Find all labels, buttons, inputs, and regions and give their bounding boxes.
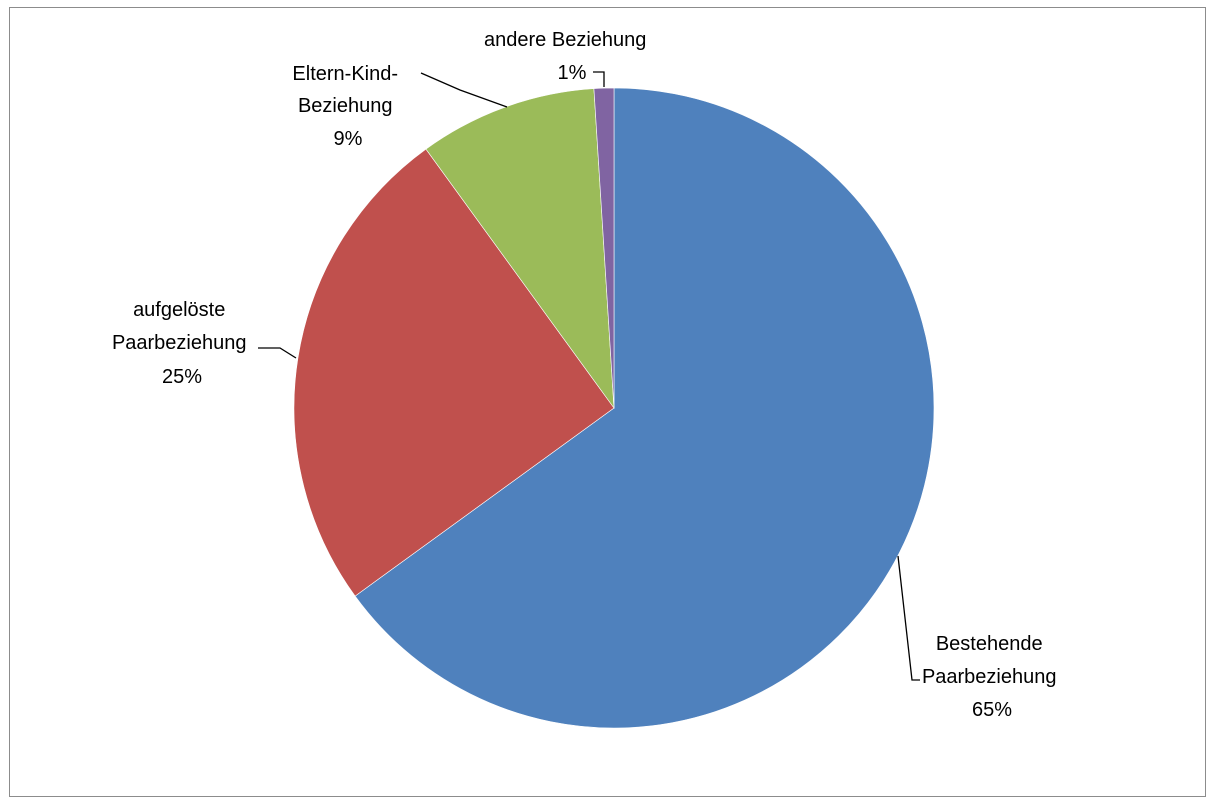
slice-label-line: aufgelöste	[133, 299, 225, 321]
pie-slice-bestehende-paarbeziehung	[354, 87, 935, 729]
pie-slice-andere-beziehung	[593, 87, 615, 409]
leader-line-bestehende	[897, 555, 920, 681]
slice-label-bestehende: Bestehende Paarbeziehung 65%	[922, 633, 1062, 721]
pie-slices	[293, 87, 935, 729]
slice-label-aufgeloeste: aufgelöste Paarbeziehung 25%	[112, 299, 252, 388]
slice-label-line: andere Beziehung	[484, 29, 646, 51]
slice-percent-label: 9%	[334, 128, 363, 150]
slice-label-line: Bestehende	[936, 633, 1043, 655]
slice-label-eltern-kind: Eltern-Kind- Beziehung 9%	[292, 63, 403, 150]
pie-slice-aufgeloste-paarbeziehung	[293, 148, 615, 597]
slice-label-line: Eltern-Kind-	[292, 63, 398, 85]
leader-lines	[258, 71, 920, 681]
leader-line-eltern-kind	[420, 72, 508, 108]
slice-label-line: Beziehung	[298, 95, 393, 117]
slice-percent-label: 1%	[558, 62, 587, 84]
slice-label-line: Paarbeziehung	[922, 666, 1057, 688]
slice-label-line: Paarbeziehung	[112, 332, 247, 354]
slice-percent-label: 65%	[972, 699, 1012, 721]
leader-line-aufgeloeste	[258, 347, 297, 359]
slice-percent-label: 25%	[162, 366, 202, 388]
leader-line-andere	[593, 71, 605, 87]
slice-label-andere: andere Beziehung 1%	[484, 29, 652, 84]
